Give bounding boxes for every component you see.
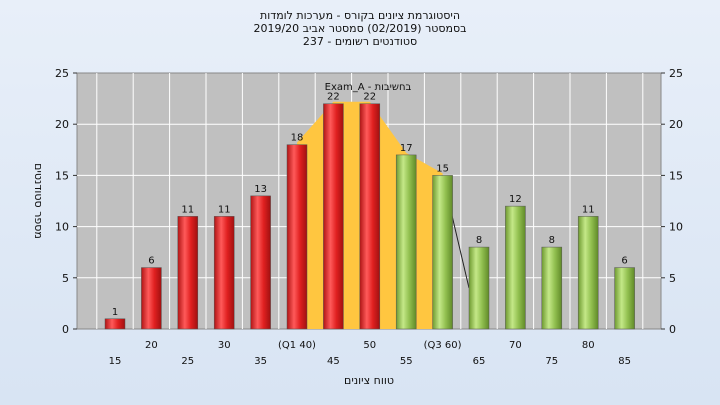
bar-50 bbox=[359, 103, 381, 330]
data-label: 22 bbox=[327, 92, 340, 103]
bar-15 bbox=[104, 318, 126, 330]
y-tick-label-right: 5 bbox=[669, 272, 676, 285]
data-label: 12 bbox=[509, 194, 522, 205]
y-tick-label: 20 bbox=[55, 118, 69, 131]
bar-35 bbox=[250, 195, 271, 330]
bar-85 bbox=[614, 267, 635, 330]
title-line-3: סטודנטים רשומים - 237 bbox=[302, 35, 418, 48]
data-label: 11 bbox=[218, 204, 231, 215]
data-label: 22 bbox=[363, 92, 376, 103]
y-tick-label: 25 bbox=[55, 67, 69, 80]
bar-(Q3 60) bbox=[432, 175, 453, 330]
title-line-2: בסמסטר (02/2019) סמסטר אביב 2019/20 bbox=[253, 22, 467, 35]
y-tick-label-right: 25 bbox=[669, 67, 683, 80]
x-tick-label: 85 bbox=[618, 356, 631, 367]
bar-(Q1 40) bbox=[286, 144, 308, 330]
x-axis-title: טווח ציונים bbox=[344, 374, 394, 387]
title-line-1: היסטוגרמת ציונים בקורס - מערכות לומדות bbox=[259, 9, 461, 22]
x-tick-label: 70 bbox=[509, 340, 522, 351]
y-axis-title: מספר סטודנטים bbox=[32, 163, 45, 239]
bar-55 bbox=[395, 154, 417, 330]
y-axis-left: 0 5 10 15 20 25 bbox=[55, 67, 77, 336]
x-tick-label: 65 bbox=[473, 356, 486, 367]
chart-title: היסטוגרמת ציונים בקורס - מערכות לומדות ב… bbox=[0, 9, 720, 48]
y-tick-label-right: 10 bbox=[669, 221, 683, 234]
bar-20 bbox=[141, 267, 162, 330]
bar-80 bbox=[577, 216, 599, 330]
data-label: 6 bbox=[148, 256, 154, 267]
bar-75 bbox=[541, 246, 563, 330]
x-tick-label: 15 bbox=[109, 356, 122, 367]
x-tick-label: 75 bbox=[545, 356, 558, 367]
y-tick-label-right: 15 bbox=[669, 169, 683, 182]
data-label: 8 bbox=[549, 235, 555, 246]
bar-45 bbox=[323, 103, 344, 330]
data-label: 13 bbox=[254, 184, 267, 195]
data-label: 15 bbox=[436, 163, 449, 174]
data-label: 17 bbox=[400, 143, 413, 154]
data-label: 11 bbox=[181, 204, 194, 215]
x-tick-label: 50 bbox=[363, 340, 376, 351]
x-tick-label: (Q3 60) bbox=[424, 340, 462, 351]
x-tick-label: 20 bbox=[145, 340, 158, 351]
bar-65 bbox=[468, 246, 490, 330]
y-tick-label: 15 bbox=[55, 169, 69, 182]
annotation-label: Exam_A - בחשיבות bbox=[325, 82, 412, 93]
data-label: 11 bbox=[582, 204, 595, 215]
x-tick-label: 45 bbox=[327, 356, 340, 367]
x-tick-label: 80 bbox=[582, 340, 595, 351]
y-tick-label-right: 20 bbox=[669, 118, 683, 131]
bars bbox=[104, 103, 635, 330]
bar-30 bbox=[213, 216, 235, 330]
x-tick-label: 25 bbox=[181, 356, 194, 367]
y-tick-label: 5 bbox=[62, 272, 69, 285]
y-tick-label-right: 0 bbox=[669, 323, 676, 336]
x-axis: 15 20 25 30 35 (Q1 40) 45 50 55 (Q3 60) 65 70 75 80 85 bbox=[109, 340, 631, 367]
y-tick-label: 0 bbox=[62, 323, 69, 336]
bar-25 bbox=[177, 216, 199, 330]
y-axis-right: 0 5 10 15 20 25 bbox=[661, 67, 683, 336]
x-tick-label: (Q1 40) bbox=[278, 340, 316, 351]
bar-70 bbox=[505, 205, 526, 330]
x-tick-label: 30 bbox=[218, 340, 231, 351]
y-tick-label: 10 bbox=[55, 221, 69, 234]
data-labels: 1 6 11 11 13 18 22 22 17 15 8 12 8 11 6 bbox=[112, 92, 628, 318]
data-label: 1 bbox=[112, 307, 118, 318]
x-tick-label: 55 bbox=[400, 356, 413, 367]
data-label: 18 bbox=[291, 133, 304, 144]
x-tick-label: 35 bbox=[254, 356, 267, 367]
data-label: 6 bbox=[621, 256, 627, 267]
data-label: 8 bbox=[476, 235, 482, 246]
